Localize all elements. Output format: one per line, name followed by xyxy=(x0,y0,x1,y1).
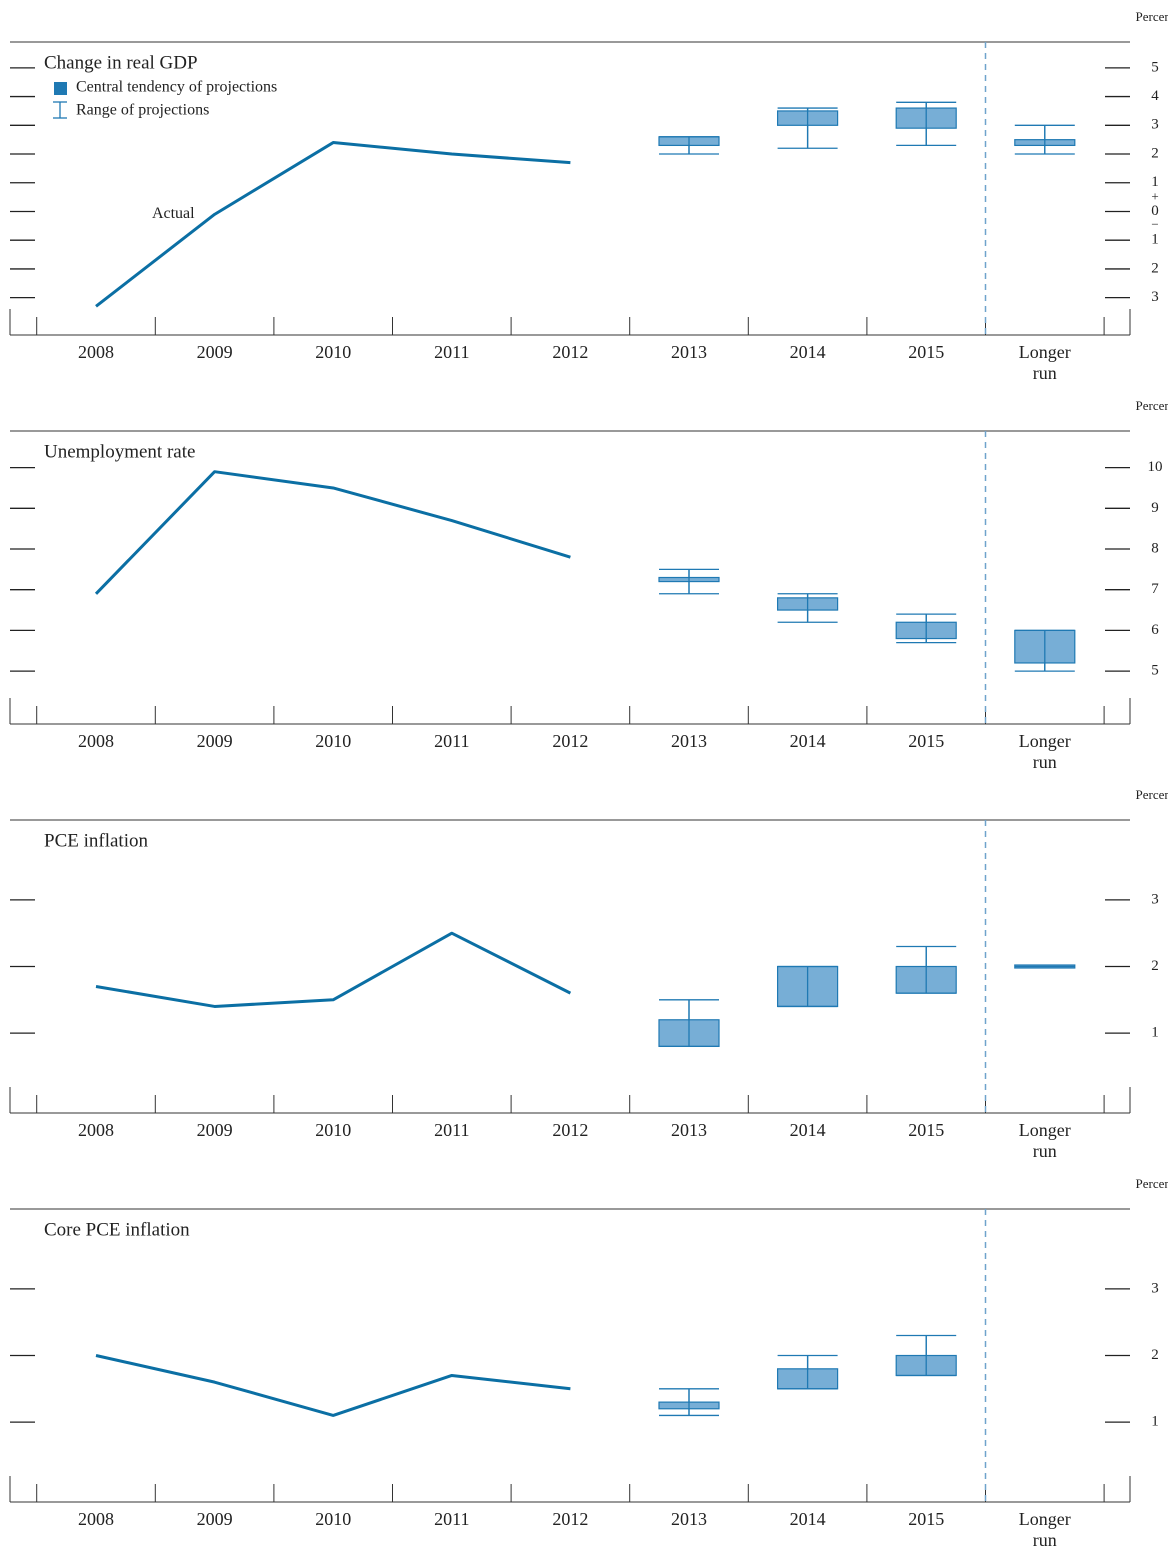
x-tick-label: 2008 xyxy=(78,1509,114,1529)
x-tick-label: 2010 xyxy=(315,1120,351,1140)
x-tick-label: 2015 xyxy=(908,342,944,362)
x-tick-label: Longer run xyxy=(1019,342,1071,383)
y-tick-label: 2 xyxy=(1151,145,1159,161)
panel-title: Change in real GDP xyxy=(44,52,198,73)
x-tick-label: 2008 xyxy=(78,1120,114,1140)
panel-title: Unemployment rate xyxy=(44,441,195,462)
y-tick-label: 10 xyxy=(1148,459,1163,475)
y-tick-label: 5 xyxy=(1151,59,1159,75)
x-tick-label: 2011 xyxy=(434,342,469,362)
unit-label: Percent xyxy=(1136,9,1168,24)
x-tick-label: 2013 xyxy=(671,342,707,362)
x-tick-label: 2010 xyxy=(315,731,351,751)
actual-line xyxy=(95,141,571,308)
x-tick-label: 2014 xyxy=(790,731,826,751)
x-tick-label: 2009 xyxy=(197,342,233,362)
y-tick-label: 6 xyxy=(1151,622,1159,638)
x-tick-label: 2013 xyxy=(671,1509,707,1529)
annotation: Actual xyxy=(152,205,195,222)
y-tick-label: 1 xyxy=(1151,232,1159,248)
x-tick-label: 2008 xyxy=(78,342,114,362)
x-tick-label: 2009 xyxy=(197,731,233,751)
y-tick-label: 2 xyxy=(1151,958,1159,974)
x-tick-label: 2014 xyxy=(790,342,826,362)
y-tick-label: 1 xyxy=(1151,174,1159,190)
x-tick-label: 2011 xyxy=(434,1509,469,1529)
legend-label: Central tendency of projections xyxy=(76,79,277,96)
actual-line xyxy=(95,1354,571,1417)
y-tick-label: 8 xyxy=(1151,540,1159,556)
x-tick-label: Longer run xyxy=(1019,1509,1071,1550)
unit-label: Percent xyxy=(1136,1176,1168,1191)
y-tick-label: 9 xyxy=(1151,500,1159,516)
y-tick-label: 1 xyxy=(1151,1414,1159,1430)
legend-swatch xyxy=(54,82,67,95)
x-tick-label: 2015 xyxy=(908,1509,944,1529)
y-tick-label: 1 xyxy=(1151,1025,1159,1041)
panel-title: PCE inflation xyxy=(44,830,148,851)
y-tick-label: 3 xyxy=(1151,117,1159,133)
panel-title: Core PCE inflation xyxy=(44,1219,190,1240)
unit-label: Percent xyxy=(1136,787,1168,802)
x-tick-label: 2012 xyxy=(552,1509,588,1529)
legend-label: Range of projections xyxy=(76,102,209,119)
y-tick-label: 3 xyxy=(1151,1280,1159,1296)
x-tick-label: 2012 xyxy=(552,342,588,362)
x-tick-label: Longer run xyxy=(1019,731,1071,772)
y-tick-label: 3 xyxy=(1151,891,1159,907)
x-tick-label: 2012 xyxy=(552,731,588,751)
actual-line xyxy=(94,470,571,595)
x-tick-label: 2011 xyxy=(434,731,469,751)
x-tick-label: 2013 xyxy=(671,731,707,751)
x-tick-label: 2011 xyxy=(434,1120,469,1140)
x-tick-label: 2009 xyxy=(197,1509,233,1529)
x-tick-label: 2015 xyxy=(908,731,944,751)
y-tick-label: 2 xyxy=(1151,260,1159,276)
sign-label: − xyxy=(1151,216,1158,231)
x-tick-label: 2015 xyxy=(908,1120,944,1140)
unit-label: Percent xyxy=(1136,398,1168,413)
y-tick-label: 4 xyxy=(1151,88,1159,104)
x-tick-label: 2013 xyxy=(671,1120,707,1140)
actual-line xyxy=(95,931,572,1008)
x-tick-label: 2010 xyxy=(315,342,351,362)
x-tick-label: 2010 xyxy=(315,1509,351,1529)
y-tick-label: 0 xyxy=(1151,203,1159,219)
y-tick-label: 7 xyxy=(1151,581,1159,597)
y-tick-label: 5 xyxy=(1151,663,1159,679)
y-tick-label: 3 xyxy=(1151,289,1159,305)
x-tick-label: 2014 xyxy=(790,1509,826,1529)
x-tick-label: 2012 xyxy=(552,1120,588,1140)
sign-label: + xyxy=(1151,188,1158,203)
x-tick-label: 2008 xyxy=(78,731,114,751)
x-tick-label: 2009 xyxy=(197,1120,233,1140)
x-tick-label: 2014 xyxy=(790,1120,826,1140)
y-tick-label: 2 xyxy=(1151,1347,1159,1363)
x-tick-label: Longer run xyxy=(1019,1120,1071,1161)
